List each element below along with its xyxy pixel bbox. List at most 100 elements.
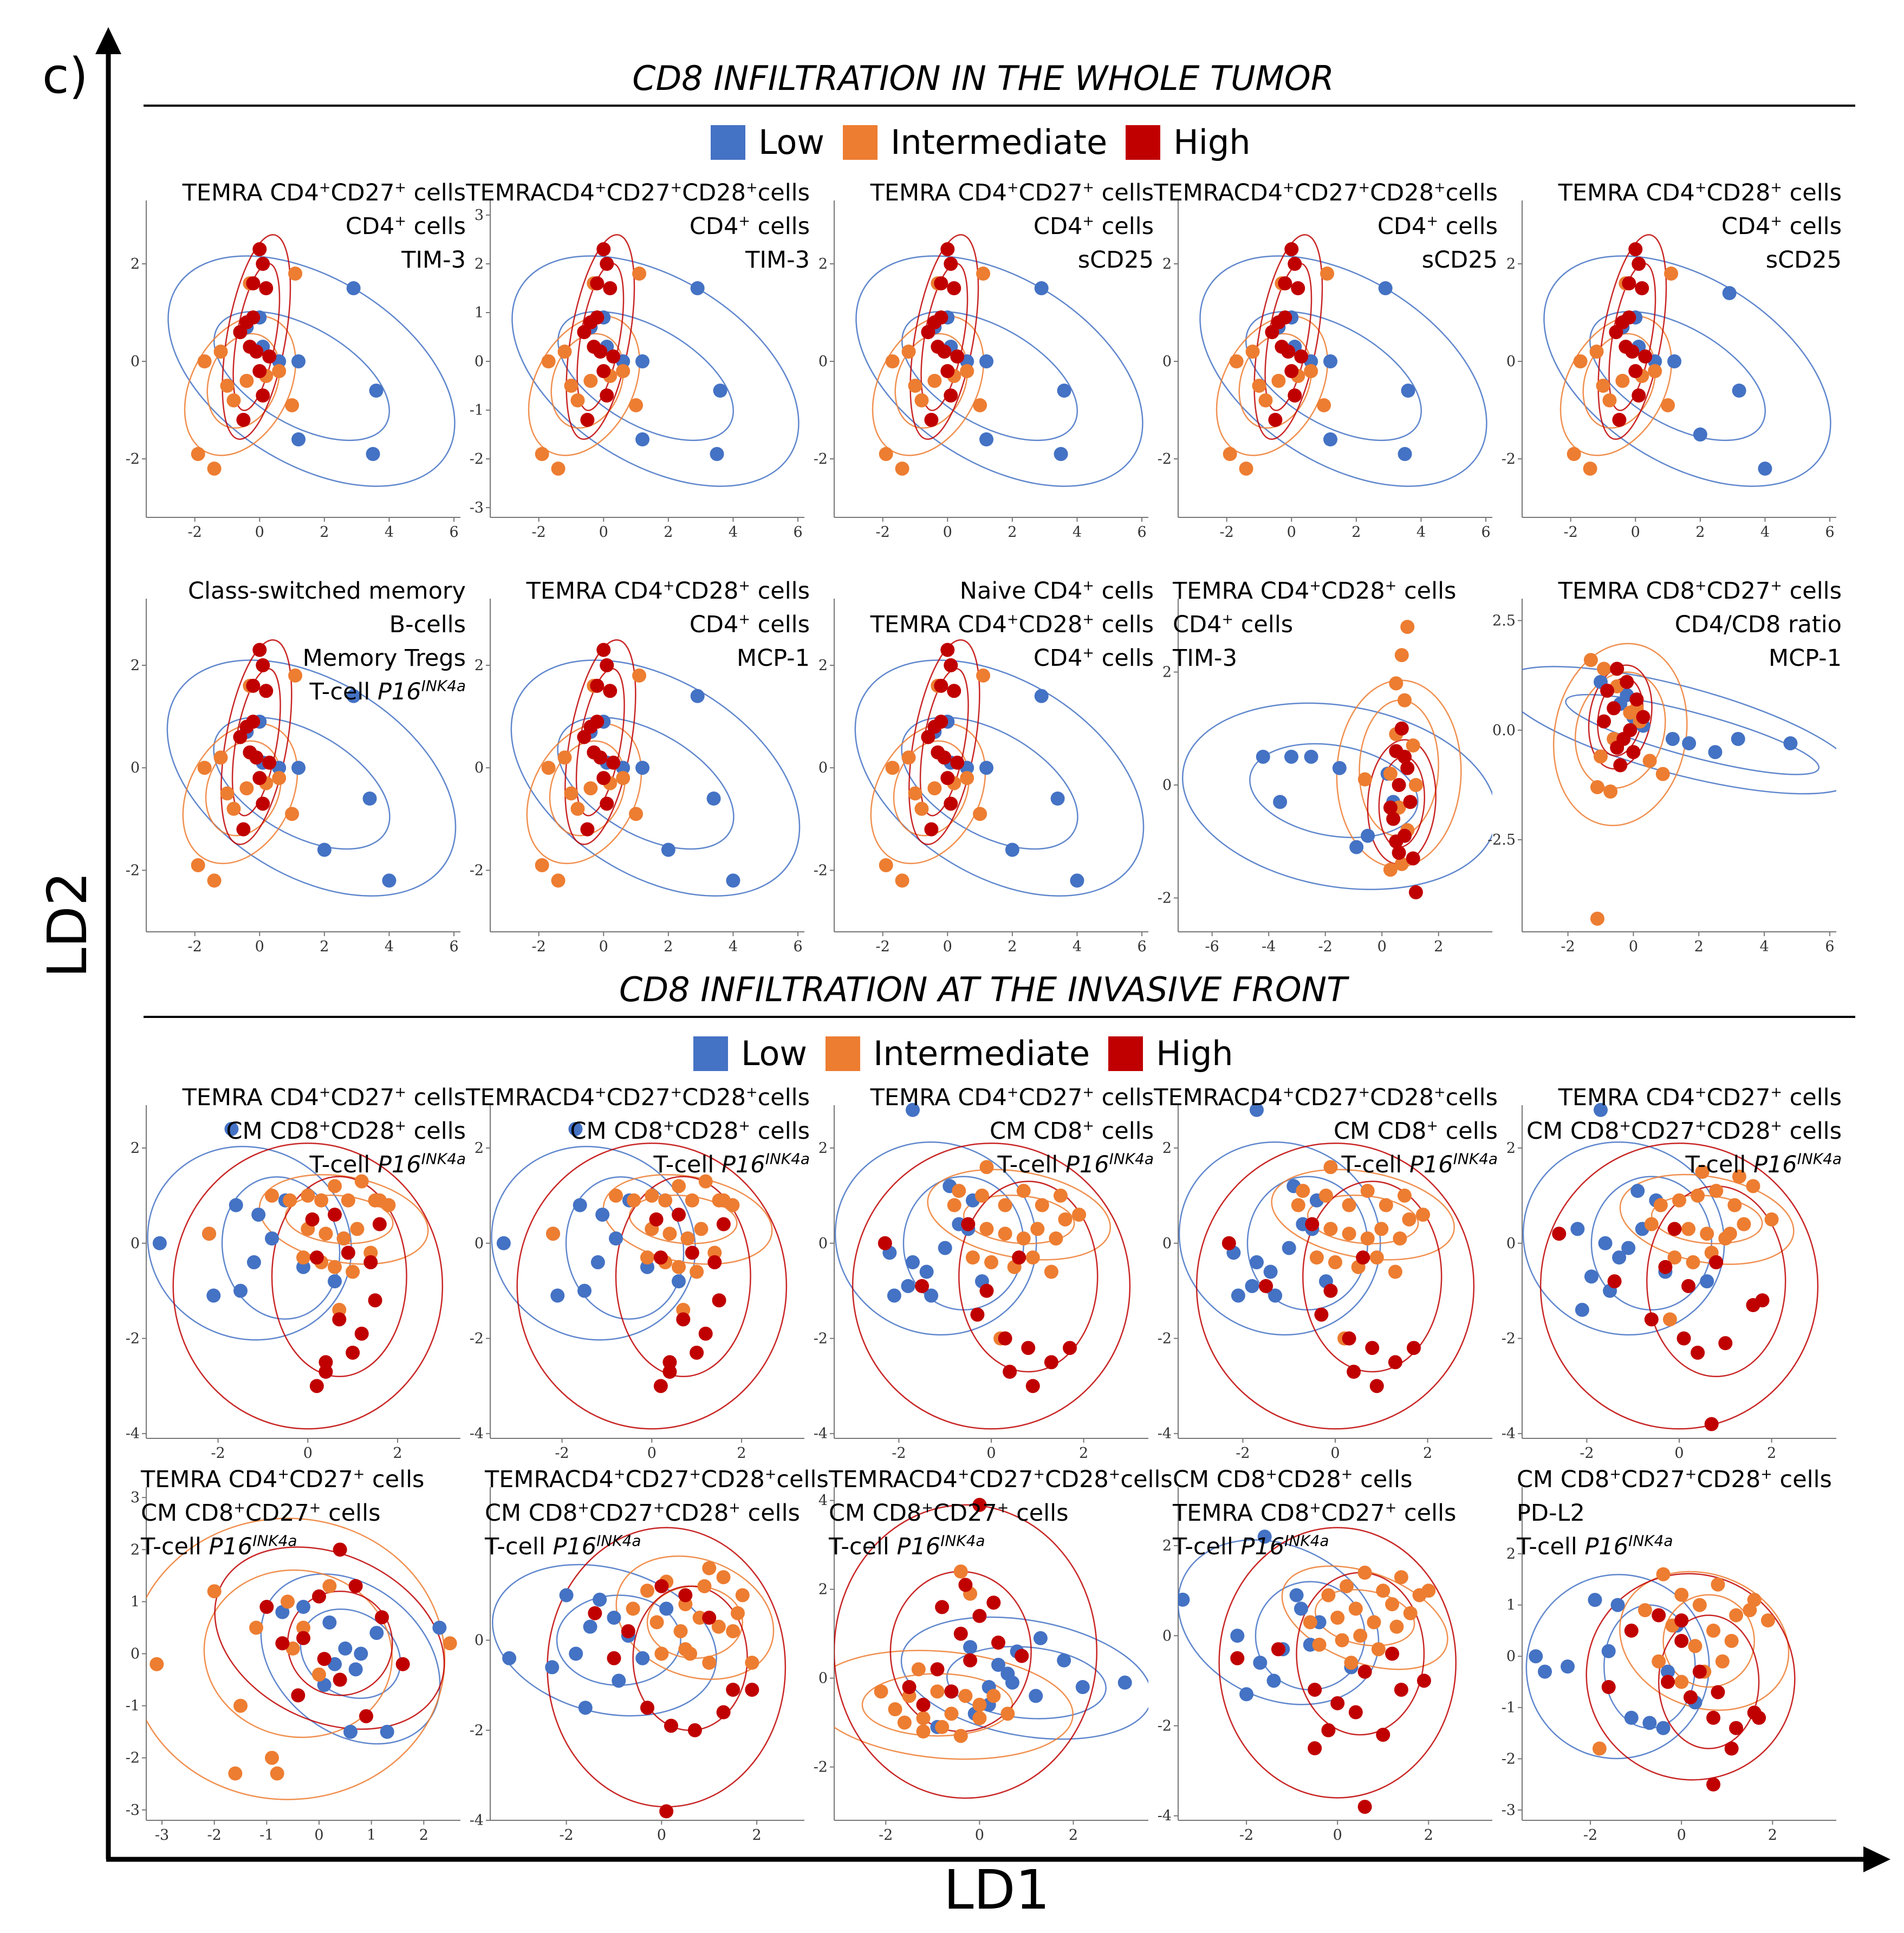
data-point-intermediate [1335,1633,1349,1647]
data-point-high [940,364,955,378]
data-point-high [1388,1355,1402,1370]
scatter-plot: -2 0 2 4 6 -2 0 2 Naive CD4+ cells TEMRA CD4+CD28… [814,577,1154,956]
plot-label-block: TEMRA CD4+CD28+ cells CD4+ cells sCD25 [1558,176,1842,277]
data-point-intermediate [972,1711,987,1726]
data-point-low [348,1662,363,1677]
data-point-intermediate [319,1227,333,1241]
data-point-low [1230,1629,1245,1643]
plot-area [1525,1567,1796,1792]
data-point-intermediate [551,462,566,476]
data-point-high [1718,1336,1733,1351]
data-point-low [1266,1673,1281,1688]
x-tick-label: -2 [188,938,202,955]
data-point-intermediate [908,379,922,393]
data-point-high [930,1662,945,1677]
plot-label-line: CM CD8+CD27+CD28+ cells [1517,1466,1832,1493]
data-point-high [934,276,948,290]
confidence-ellipse-low [511,255,800,487]
scatter-plot: -2 0 2 4 6 -2 0 2 TEMRA CD4+CD28+ cells CD4+ cell… [470,577,810,956]
confidence-ellipse-high [516,1143,788,1430]
y-tick-label: 0 [131,1646,140,1663]
data-point-intermediate [973,807,987,821]
data-point-intermediate [541,761,556,775]
data-point-low [1575,1302,1589,1317]
data-point-intermediate [570,393,585,407]
confidence-ellipse-high [1588,664,1653,770]
data-point-low [1361,828,1375,843]
y-tick-label: 0 [131,760,140,776]
data-point-intermediate [1737,1217,1751,1231]
y-tick-label: 0 [818,1670,828,1687]
scatter-svg: -2 0 2 -4 -2 0 2 [1158,1102,1492,1462]
x-tick-label: 2 [1069,1827,1078,1844]
data-point-high [600,658,614,672]
data-point-high [1265,325,1279,339]
data-point-intermediate [1342,1198,1356,1212]
confidence-ellipse-low [167,255,456,487]
data-point-intermediate [1323,1222,1338,1236]
data-point-intermediate [972,1697,987,1712]
data-point-low [1588,1593,1602,1607]
data-point-high [354,1326,369,1341]
confidence-ellipse-intermediate [1559,315,1673,456]
data-point-high [1383,800,1398,815]
data-point-high [1348,1705,1363,1720]
data-point-high [368,1293,382,1308]
data-point-intermediate [627,1193,641,1208]
data-point-high [1394,1682,1408,1697]
data-point-high [1704,1417,1719,1431]
data-point-low [979,354,994,368]
data-point-intermediate [1383,767,1398,781]
data-point-low [317,1678,332,1692]
data-point-low [1294,1601,1308,1616]
y-tick-label: 0 [1506,1235,1516,1252]
plot-label-block: TEMRACD4+CD27+CD28+cells CM CD8+CD27+CD28… [485,1463,829,1564]
data-point-intermediate [1672,1193,1686,1208]
data-point-high [252,364,267,378]
confidence-ellipse-high [615,1176,751,1378]
data-point-low [1612,1250,1627,1265]
section-title-invasive-front: CD8 INFILTRATION AT THE INVASIVE FRONT [619,970,1347,1009]
x-tick-label: -2 [1561,938,1575,955]
data-point-high [961,1217,976,1231]
data-point-high [953,1626,968,1641]
y-tick-label: 0 [1162,1627,1172,1644]
data-point-high [252,643,267,657]
data-point-high [1357,1800,1372,1814]
confidence-ellipse-intermediate [1238,333,1312,429]
confidence-ellipse-intermediate [1582,333,1656,429]
scatter-svg: -2 0 2 -4 -2 0 2 [1158,1487,1492,1844]
data-point-intermediate [1360,1184,1375,1198]
scatter-plot: -2 0 2 4 6 -2 0 2 TEMRACD4+CD27+CD28+cells CD4+ c… [1154,179,1498,542]
confidence-ellipse-high [1585,1573,1796,1781]
data-point-high [745,1682,759,1697]
data-point-low [1250,1255,1264,1269]
data-point-low [1332,761,1347,775]
confidence-ellipse-low [213,716,391,850]
data-point-low [1029,1689,1043,1703]
confidence-ellipse-intermediate [549,740,626,836]
data-point-high [1221,1236,1236,1250]
confidence-ellipse-low [557,716,735,850]
data-point-low [979,432,994,446]
data-point-high [687,1723,702,1737]
data-point-high [291,1688,306,1703]
y-tick-label: 0 [475,1632,484,1649]
plot-label-block: TEMRA CD4+CD27+ cells CM CD8+CD28+ cells T… [183,1081,466,1182]
y-tick-label: -2 [1502,1750,1516,1767]
data-point-high [1376,1728,1390,1742]
confidence-ellipse-low [565,1176,685,1320]
data-point-low [1253,1656,1268,1670]
section-rule [144,105,1855,107]
data-point-high [916,1697,931,1712]
data-point-intermediate [570,801,585,816]
plot-label-line: T-cell P16INK4a [653,1150,810,1178]
data-point-intermediate [735,1588,750,1603]
data-point-high [1755,1293,1770,1308]
data-point-intermediate [1408,777,1423,792]
data-point-high [1369,1379,1384,1393]
plot-label-line: CM CD8+CD27+CD28+ cells [1526,1118,1842,1145]
data-point-high [1613,758,1628,773]
data-point-intermediate [645,1188,659,1203]
data-point-high [1284,242,1299,256]
